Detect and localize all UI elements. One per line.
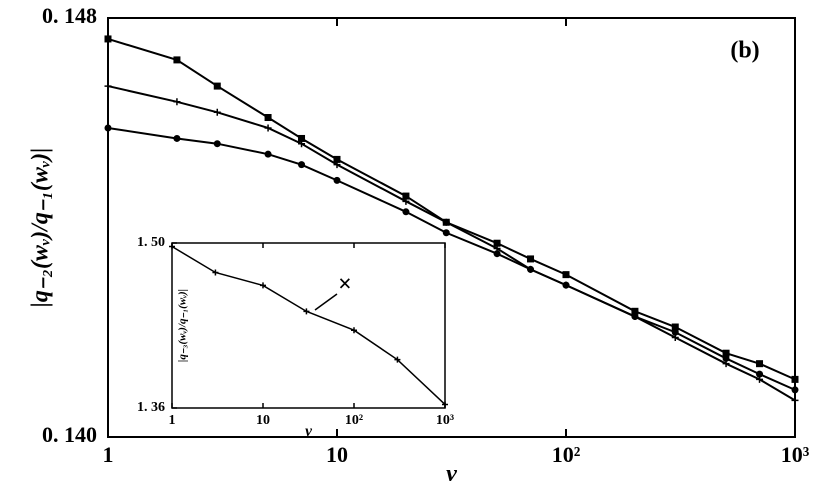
marker-circle [722, 354, 730, 362]
marker-plus [169, 243, 175, 250]
marker-square [631, 307, 639, 315]
x-axis-label: ν [446, 460, 457, 487]
marker-circle [298, 161, 306, 169]
marker-square [264, 114, 272, 122]
x-tick-label: 10 [326, 442, 348, 467]
marker-plus [213, 108, 221, 116]
annotation-arrow [314, 293, 338, 311]
marker-plus [402, 197, 410, 205]
marker-square [173, 56, 181, 64]
marker-square [756, 360, 764, 368]
annotation: × [338, 272, 352, 298]
y-axis-label: |q₋₃(wᵥ)/q₋₁(wᵥ)| [177, 289, 189, 362]
series-line [107, 37, 796, 381]
marker-square [722, 349, 730, 357]
marker-plus [351, 327, 357, 334]
marker-circle [333, 176, 341, 184]
y-tick-label: 1. 36 [137, 400, 165, 415]
marker-plus [394, 356, 401, 363]
marker-plus [298, 140, 306, 148]
x-tick-label: 10³ [781, 442, 810, 467]
panel-label: (b) [730, 38, 759, 64]
marker-circle [402, 208, 410, 216]
marker-circle [562, 281, 570, 289]
x-tick-label: 1 [169, 413, 176, 428]
marker-square [104, 35, 112, 43]
x-tick-label: 1 [103, 442, 114, 467]
marker-circle [791, 386, 799, 394]
marker-circle [527, 265, 535, 273]
marker-circle [173, 134, 181, 142]
x-tick-label: 10 [256, 413, 270, 428]
marker-plus [333, 161, 341, 169]
x-tick-label: 10² [552, 442, 581, 467]
series-line [107, 126, 796, 391]
marker-plus [104, 82, 112, 90]
marker-square [213, 82, 221, 90]
marker-plus [791, 396, 799, 404]
x-tick-label: 10³ [436, 413, 454, 428]
marker-square [493, 239, 501, 247]
marker-plus [212, 269, 219, 276]
marker-plus [260, 282, 266, 289]
marker-square [402, 192, 410, 200]
marker-circle [631, 313, 639, 321]
marker-square [333, 155, 341, 163]
marker-circle [442, 229, 450, 237]
x-tick-label: 10² [345, 413, 363, 428]
marker-square [671, 323, 679, 331]
marker-circle [493, 250, 501, 258]
y-tick-label: 0. 148 [42, 3, 97, 28]
y-tick-label: 0. 140 [42, 422, 97, 447]
marker-plus [442, 401, 448, 408]
marker-plus [173, 98, 181, 106]
marker-plus [442, 218, 450, 226]
marker-circle [104, 124, 112, 132]
y-tick-label: 1. 50 [137, 235, 165, 250]
x-axis-label: ν [305, 423, 312, 440]
marker-plus [303, 308, 310, 315]
marker-square [298, 134, 306, 142]
marker-square [791, 375, 799, 383]
marker-square [562, 271, 570, 279]
marker-plus [264, 124, 272, 132]
series-line [107, 85, 796, 402]
marker-circle [213, 140, 221, 148]
y-axis-label: |q₋₂(wᵥ)/q₋₁(wᵥ)| [28, 148, 54, 308]
marker-circle [264, 150, 272, 158]
marker-circle [671, 328, 679, 336]
plot-frame [171, 242, 446, 409]
marker-square [527, 255, 535, 263]
marker-circle [756, 370, 764, 378]
